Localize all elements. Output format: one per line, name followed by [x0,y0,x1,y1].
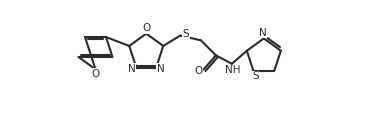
Text: NH: NH [225,65,241,75]
Text: O: O [91,69,100,79]
Text: N: N [128,64,136,74]
Text: O: O [194,66,202,76]
Text: O: O [142,23,150,33]
Text: N: N [259,28,267,38]
Text: N: N [157,64,165,74]
Text: S: S [183,29,189,39]
Text: S: S [252,71,258,81]
